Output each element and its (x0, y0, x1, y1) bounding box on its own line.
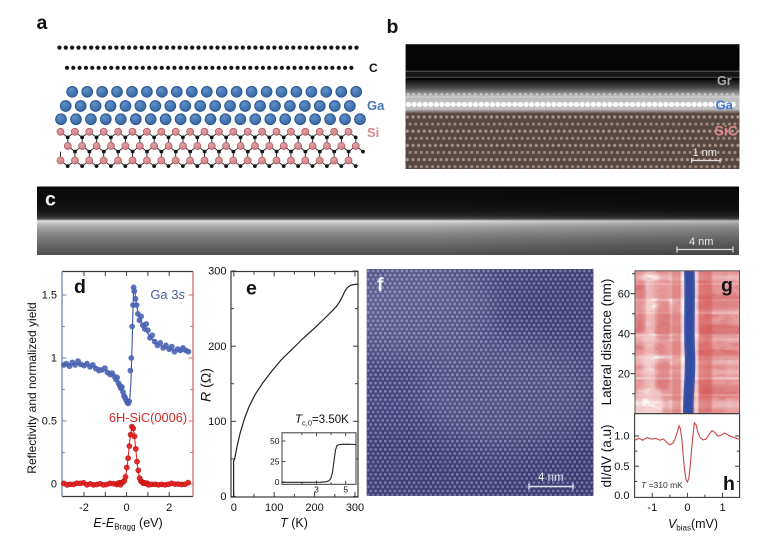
svg-text:0.5: 0.5 (614, 461, 629, 473)
svg-text:4 nm: 4 nm (538, 472, 564, 484)
svg-text:Tc,0=3.50K: Tc,0=3.50K (295, 414, 349, 428)
svg-text:1.5: 1.5 (42, 290, 57, 302)
svg-text:0: 0 (231, 502, 237, 514)
svg-text:1: 1 (719, 502, 725, 514)
svg-text:Si: Si (367, 125, 379, 140)
svg-text:2: 2 (166, 502, 172, 514)
svg-text:R (Ω): R (Ω) (198, 368, 214, 402)
svg-text:3: 3 (314, 485, 319, 495)
svg-text:Reflectivity and normalized yi: Reflectivity and normalized yield (25, 302, 39, 473)
svg-text:Lateral distance (nm): Lateral distance (nm) (599, 279, 614, 406)
svg-text:b: b (387, 16, 399, 38)
svg-text:Gr: Gr (717, 74, 732, 88)
svg-text:f: f (377, 274, 384, 296)
svg-text:Vbias(mV): Vbias(mV) (668, 517, 718, 533)
svg-text:25: 25 (270, 457, 280, 467)
svg-text:0.0: 0.0 (614, 490, 629, 502)
svg-text:SiC: SiC (715, 123, 738, 139)
svg-text:0: 0 (124, 502, 130, 514)
svg-text:-2: -2 (79, 502, 89, 514)
svg-text:E-EBragg (eV): E-EBragg (eV) (93, 516, 162, 532)
svg-text:0: 0 (684, 502, 690, 514)
svg-text:C: C (369, 61, 378, 75)
svg-text:5: 5 (343, 485, 348, 495)
svg-text:100: 100 (265, 502, 283, 514)
svg-text:4 nm: 4 nm (689, 236, 713, 248)
svg-text:300: 300 (346, 502, 364, 514)
svg-text:Ga 3s: Ga 3s (150, 287, 185, 302)
svg-text:Ga: Ga (716, 98, 734, 113)
svg-text:d: d (74, 276, 86, 298)
svg-text:200: 200 (305, 502, 323, 514)
svg-text:dI/dV (a.u): dI/dV (a.u) (599, 424, 614, 487)
svg-text:0: 0 (275, 477, 280, 487)
svg-text:a: a (37, 12, 48, 34)
svg-text:0: 0 (220, 491, 226, 503)
svg-text:1 nm: 1 nm (693, 147, 717, 159)
svg-text:40: 40 (618, 328, 630, 340)
svg-text:1: 1 (51, 353, 57, 365)
svg-text:100: 100 (208, 416, 226, 428)
svg-text:6H-SiC(0006): 6H-SiC(0006) (109, 410, 187, 425)
svg-text:200: 200 (208, 341, 226, 353)
svg-text:g: g (721, 275, 733, 297)
svg-text:60: 60 (618, 288, 630, 300)
svg-text:0: 0 (51, 479, 57, 491)
svg-text:20: 20 (618, 368, 630, 380)
svg-text:T (K): T (K) (280, 516, 308, 530)
svg-text:Ga: Ga (367, 98, 385, 113)
svg-text:1.0: 1.0 (614, 431, 629, 443)
svg-text:h: h (723, 473, 735, 495)
svg-text:300: 300 (208, 266, 226, 278)
svg-text:-1: -1 (647, 502, 657, 514)
svg-text:e: e (246, 278, 257, 300)
svg-text:50: 50 (270, 436, 280, 446)
svg-text:T =310 mK: T =310 mK (641, 480, 683, 490)
svg-text:c: c (45, 189, 56, 211)
svg-text:0.5: 0.5 (42, 416, 57, 428)
